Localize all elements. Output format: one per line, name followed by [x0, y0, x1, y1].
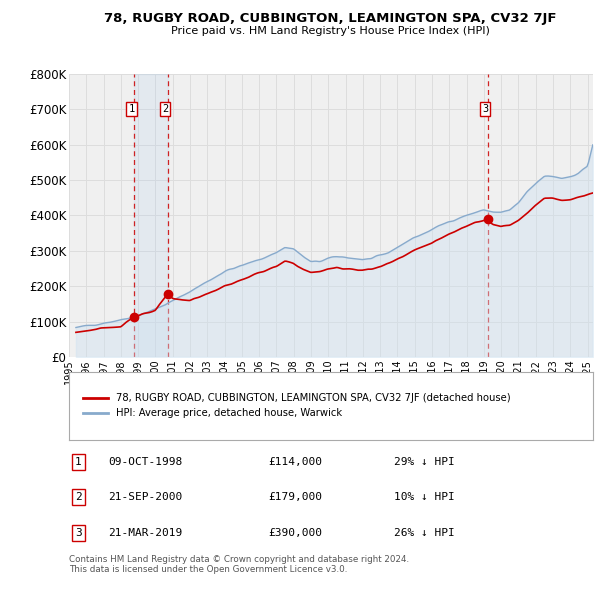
Text: 21-MAR-2019: 21-MAR-2019: [108, 528, 182, 538]
Bar: [134, 74, 168, 357]
Legend: 78, RUGBY ROAD, CUBBINGTON, LEAMINGTON SPA, CV32 7JF (detached house), HPI: Aver: 78, RUGBY ROAD, CUBBINGTON, LEAMINGTON S…: [79, 389, 515, 422]
Text: 26% ↓ HPI: 26% ↓ HPI: [394, 528, 455, 538]
Text: Price paid vs. HM Land Registry's House Price Index (HPI): Price paid vs. HM Land Registry's House …: [170, 26, 490, 36]
Text: 3: 3: [482, 104, 488, 114]
Text: 2: 2: [75, 492, 82, 502]
Text: £179,000: £179,000: [268, 492, 322, 502]
Text: 2: 2: [162, 104, 169, 114]
Text: 3: 3: [75, 528, 82, 538]
Text: 1: 1: [75, 457, 82, 467]
Text: £390,000: £390,000: [268, 528, 322, 538]
Text: 09-OCT-1998: 09-OCT-1998: [108, 457, 182, 467]
Text: 21-SEP-2000: 21-SEP-2000: [108, 492, 182, 502]
Text: 29% ↓ HPI: 29% ↓ HPI: [394, 457, 455, 467]
Text: 78, RUGBY ROAD, CUBBINGTON, LEAMINGTON SPA, CV32 7JF: 78, RUGBY ROAD, CUBBINGTON, LEAMINGTON S…: [104, 12, 556, 25]
Text: 10% ↓ HPI: 10% ↓ HPI: [394, 492, 455, 502]
Text: Contains HM Land Registry data © Crown copyright and database right 2024.
This d: Contains HM Land Registry data © Crown c…: [69, 555, 409, 574]
Text: £114,000: £114,000: [268, 457, 322, 467]
Text: 1: 1: [128, 104, 135, 114]
